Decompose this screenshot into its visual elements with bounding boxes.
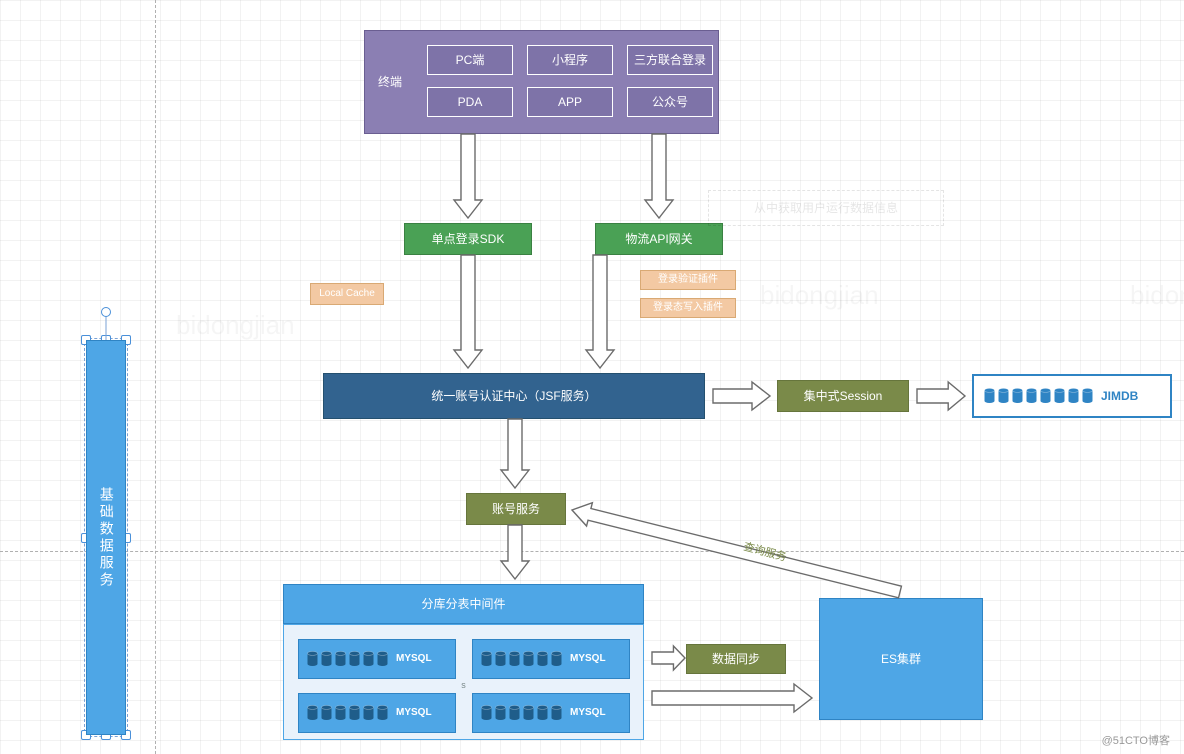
footer-caption: @51CTO博客: [1102, 732, 1170, 748]
terminal-item: APP: [527, 87, 613, 117]
mysql-node: MYSQL: [472, 693, 630, 733]
sharding-body: MYSQL MYSQL: [283, 624, 644, 740]
jimdb-db-icons: [984, 388, 1093, 404]
terminal-group: 终端 PC端小程序三方联合登录 PDA APP 公众号: [364, 30, 719, 134]
jimdb-box: JIMDB: [972, 374, 1172, 418]
vertical-guide: [155, 0, 156, 754]
terminal-group-label: 终端: [365, 31, 415, 133]
login-state-write-plugin-tag: 登录态写入插件: [640, 298, 736, 318]
es-cluster-box: ES集群: [819, 598, 983, 720]
faded-note-text: 从中获取用户运行数据信息: [754, 201, 898, 216]
horizontal-guide: [0, 551, 1184, 552]
sharding-header: 分库分表中间件: [283, 584, 644, 624]
terminal-item: 三方联合登录: [627, 45, 713, 75]
diagram-canvas: 基础数据服务 终端 PC端小程序三方联合登录PDAAPP公众号 单点登录SDK …: [0, 0, 1184, 754]
terminal-item: PDA: [427, 87, 513, 117]
data-sync-box: 数据同步: [686, 644, 786, 674]
sso-sdk-box: 单点登录SDK: [404, 223, 532, 255]
unified-auth-center: 统一账号认证中心（JSF服务）: [323, 373, 705, 419]
sidebar-basic-data-service[interactable]: 基础数据服务: [86, 340, 126, 735]
sidebar-label: 基础数据服务: [97, 487, 115, 589]
jimdb-label: JIMDB: [1101, 389, 1138, 404]
terminal-items: PC端小程序三方联合登录 PDA APP 公众号: [415, 31, 718, 133]
mysql-node: MYSQL: [472, 639, 630, 679]
logistics-api-gateway-box: 物流API网关: [595, 223, 723, 255]
account-service-box: 账号服务: [466, 493, 566, 525]
centralized-session-box: 集中式Session: [777, 380, 909, 412]
sharding-footnote: s: [461, 680, 466, 690]
login-validation-plugin-tag: 登录验证插件: [640, 270, 736, 290]
faded-note-box: 从中获取用户运行数据信息: [708, 190, 944, 226]
terminal-item: 公众号: [627, 87, 713, 117]
terminal-item: 小程序: [527, 45, 613, 75]
mysql-node: MYSQL: [298, 639, 456, 679]
mysql-node: MYSQL: [298, 693, 456, 733]
local-cache-tag: Local Cache: [310, 283, 384, 305]
terminal-item: PC端: [427, 45, 513, 75]
